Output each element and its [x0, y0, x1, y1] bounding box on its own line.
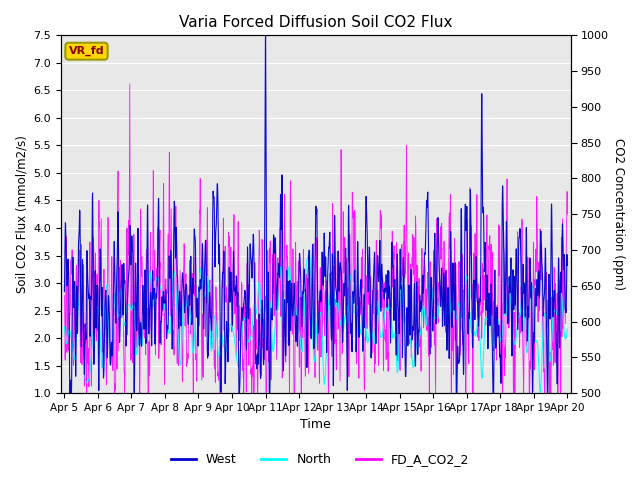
West: [66, 390, 74, 396]
X-axis label: Time: Time: [300, 419, 331, 432]
North: [563, 326, 571, 332]
North: [554, 304, 561, 310]
Text: VR_fd: VR_fd: [68, 46, 104, 56]
FD_A_CO2_2: [83, 390, 90, 396]
FD_A_CO2_2: [275, 268, 283, 274]
North: [61, 324, 68, 330]
Y-axis label: Soil CO2 Flux (mmol/m2/s): Soil CO2 Flux (mmol/m2/s): [15, 135, 28, 293]
FD_A_CO2_2: [253, 390, 261, 396]
West: [61, 289, 68, 295]
North: [253, 305, 261, 311]
North: [536, 390, 544, 396]
FD_A_CO2_2: [126, 81, 134, 87]
Line: FD_A_CO2_2: FD_A_CO2_2: [65, 84, 567, 393]
Title: Varia Forced Diffusion Soil CO2 Flux: Varia Forced Diffusion Soil CO2 Flux: [179, 15, 452, 30]
West: [563, 263, 571, 268]
FD_A_CO2_2: [554, 374, 561, 380]
FD_A_CO2_2: [148, 294, 156, 300]
North: [305, 250, 313, 256]
West: [500, 236, 508, 242]
Legend: West, North, FD_A_CO2_2: West, North, FD_A_CO2_2: [166, 448, 474, 471]
FD_A_CO2_2: [118, 315, 125, 321]
West: [554, 351, 561, 357]
West: [262, 33, 269, 38]
West: [118, 263, 125, 269]
North: [275, 290, 283, 296]
FD_A_CO2_2: [563, 211, 571, 217]
FD_A_CO2_2: [61, 293, 68, 299]
FD_A_CO2_2: [500, 220, 508, 226]
West: [275, 272, 283, 277]
Line: North: North: [65, 253, 567, 393]
Y-axis label: CO2 Concentration (ppm): CO2 Concentration (ppm): [612, 138, 625, 290]
North: [118, 291, 125, 297]
Line: West: West: [65, 36, 567, 393]
West: [253, 351, 261, 357]
North: [148, 287, 156, 293]
North: [500, 315, 508, 321]
West: [148, 342, 156, 348]
